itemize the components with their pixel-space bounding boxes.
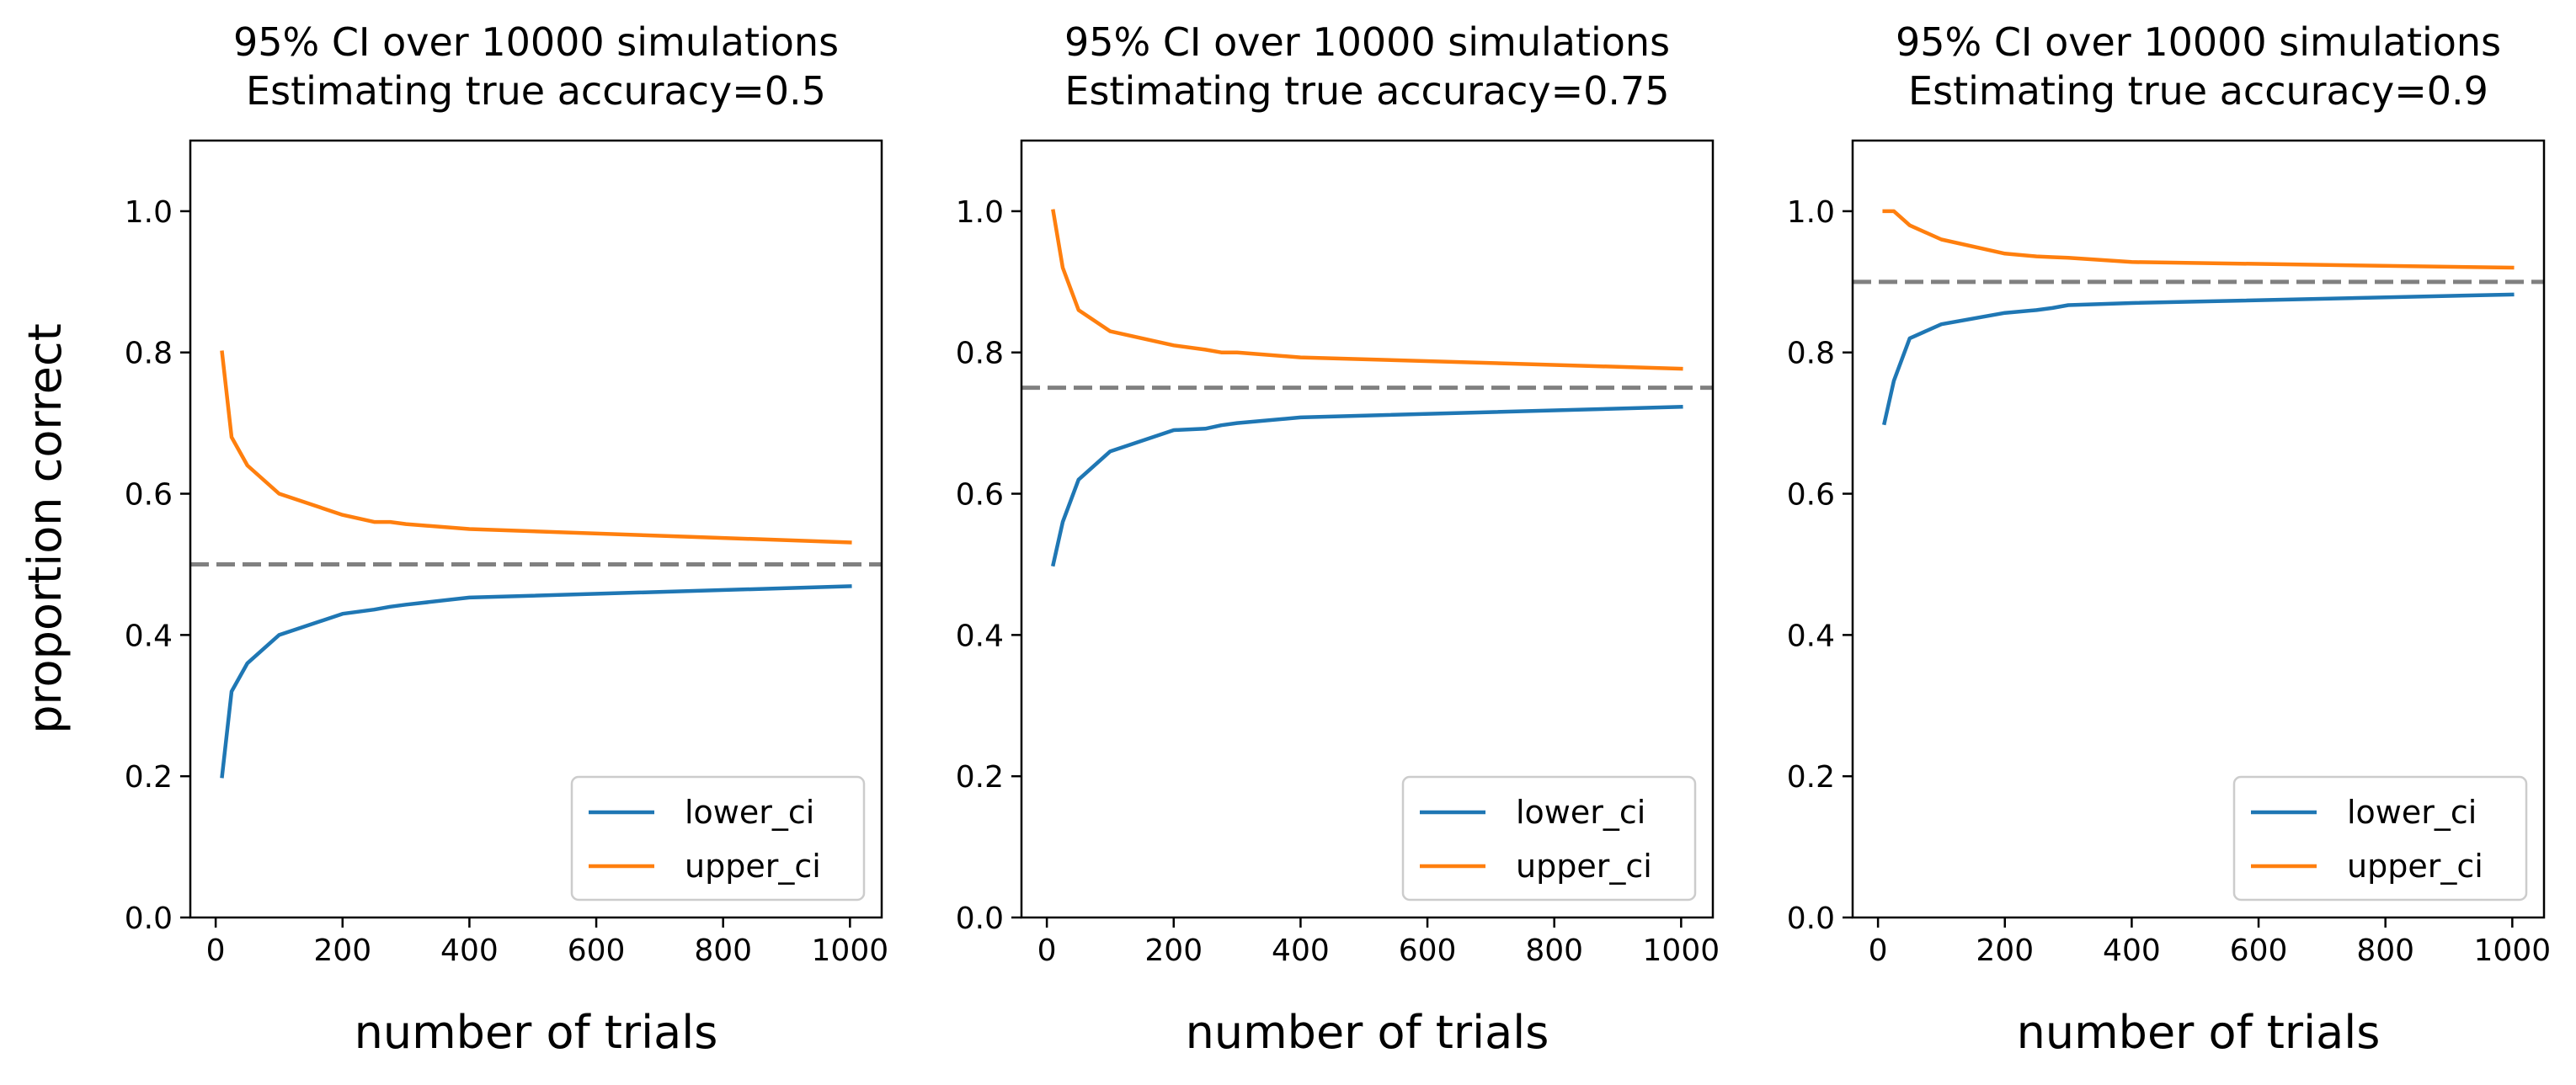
- chart-title-line-1: 95% CI over 10000 simulations: [1896, 19, 2501, 65]
- y-tick-label: 0.8: [956, 337, 1004, 371]
- y-tick-label: 0.4: [125, 619, 173, 653]
- legend-label-upper_ci: upper_ci: [685, 848, 821, 885]
- y-tick-label: 0.2: [956, 760, 1004, 795]
- chart-title-line-1: 95% CI over 10000 simulations: [233, 19, 839, 65]
- x-tick-label: 200: [1144, 933, 1203, 968]
- y-tick-label: 0.6: [1787, 478, 1835, 513]
- x-axis-label: number of trials: [1186, 1006, 1549, 1059]
- x-tick-label: 0: [1037, 933, 1057, 968]
- legend-label-lower_ci: lower_ci: [685, 794, 814, 831]
- x-axis-label: number of trials: [2017, 1006, 2381, 1059]
- axes-frame: [1020, 139, 1715, 919]
- chart-panel-1: 0 200 400 600 800 1000 0.0 0.2 0.4 0.6 0.8 1.0 95% C…: [125, 19, 888, 1059]
- x-tick-label: 800: [2356, 933, 2414, 968]
- x-axis-label: number of trials: [355, 1006, 718, 1059]
- legend-box: [1401, 775, 1697, 902]
- x-tick-label: 1000: [1643, 933, 1720, 968]
- x-tick-label: 200: [313, 933, 371, 968]
- y-tick-label: 0.6: [125, 478, 173, 513]
- figure-y-axis-label: proportion correct: [19, 323, 72, 734]
- chart-title-line-2: Estimating true accuracy=0.5: [246, 68, 826, 114]
- x-tick-label: 800: [694, 933, 752, 968]
- chart-panel-2: 0 200 400 600 800 1000 0.0 0.2 0.4 0.6 0.8 1.0 95% C…: [956, 19, 1720, 1059]
- y-tick-label: 0.0: [1787, 902, 1835, 936]
- x-tick-label: 600: [568, 933, 626, 968]
- x-tick-label: 0: [206, 933, 226, 968]
- y-tick-label: 1.0: [125, 195, 173, 230]
- series-line-lower_ci: [220, 584, 852, 779]
- series-line-lower_ci: [1051, 404, 1683, 567]
- legend-label-upper_ci: upper_ci: [2347, 848, 2483, 885]
- legend-label-lower_ci: lower_ci: [1516, 794, 1645, 831]
- y-tick-label: 1.0: [956, 195, 1004, 230]
- x-tick-label: 400: [2103, 933, 2161, 968]
- series-line-lower_ci: [1882, 292, 2515, 426]
- y-tick-label: 0.2: [125, 760, 173, 795]
- series-line-upper_ci: [220, 350, 852, 545]
- x-tick-label: 0: [1869, 933, 1888, 968]
- y-tick-label: 0.0: [956, 902, 1004, 936]
- axes-frame: [1851, 139, 2546, 919]
- y-tick-label: 0.4: [1787, 619, 1835, 653]
- x-tick-label: 1000: [2474, 933, 2552, 968]
- x-tick-label: 400: [440, 933, 499, 968]
- chart-panel-3: 0 200 400 600 800 1000 0.0 0.2 0.4 0.6 0.8 1.0 95% C…: [1787, 19, 2551, 1059]
- x-tick-label: 200: [1976, 933, 2034, 968]
- y-tick-label: 0.4: [956, 619, 1004, 653]
- x-tick-label: 600: [2230, 933, 2288, 968]
- x-tick-label: 1000: [812, 933, 889, 968]
- y-tick-label: 0.2: [1787, 760, 1835, 795]
- legend-label-upper_ci: upper_ci: [1516, 848, 1652, 885]
- legend-box: [570, 775, 866, 902]
- chart-title-line-2: Estimating true accuracy=0.9: [1908, 68, 2488, 114]
- x-tick-label: 400: [1272, 933, 1330, 968]
- y-tick-label: 0.0: [125, 902, 173, 936]
- x-tick-label: 600: [1399, 933, 1457, 968]
- axes-frame: [189, 139, 883, 919]
- series-line-upper_ci: [1051, 209, 1683, 371]
- y-tick-label: 0.8: [1787, 337, 1835, 371]
- y-tick-label: 0.6: [956, 478, 1004, 513]
- y-tick-label: 0.8: [125, 337, 173, 371]
- chart-title-line-1: 95% CI over 10000 simulations: [1064, 19, 1670, 65]
- legend-label-lower_ci: lower_ci: [2347, 794, 2477, 831]
- x-tick-label: 800: [1525, 933, 1583, 968]
- y-tick-label: 1.0: [1787, 195, 1835, 230]
- chart-title-line-2: Estimating true accuracy=0.75: [1064, 68, 1669, 114]
- legend-box: [2232, 775, 2528, 902]
- series-line-upper_ci: [1882, 209, 2515, 270]
